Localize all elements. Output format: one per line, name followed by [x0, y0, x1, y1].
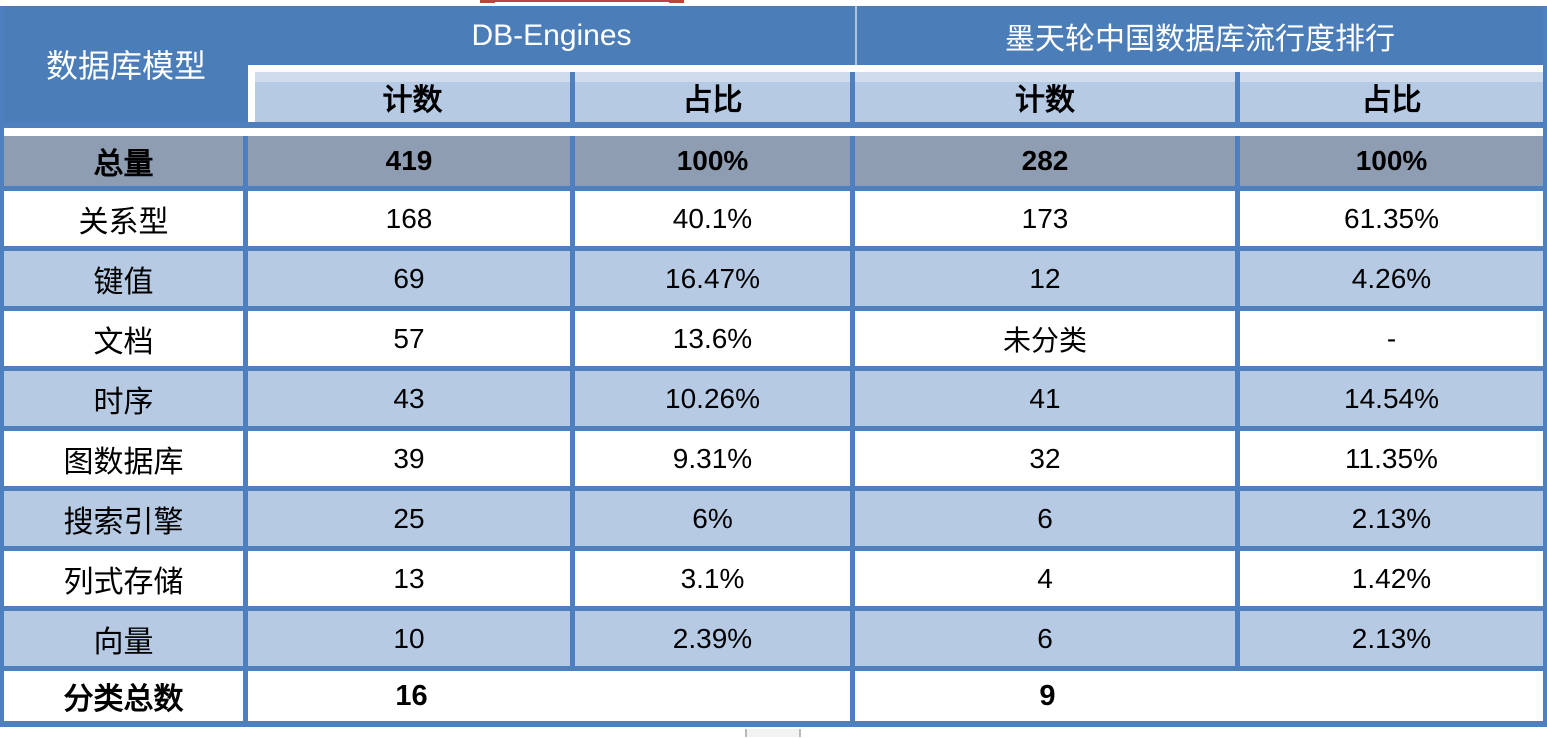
red-artifact-mark: [669, 0, 684, 3]
table-row: 向量 10 2.39% 6 2.13%: [4, 611, 1543, 671]
cell-value: 9.31%: [575, 431, 855, 486]
cell-value: 57: [248, 311, 575, 366]
cell-value: 2.39%: [575, 611, 855, 666]
cell-value: 168: [248, 191, 575, 246]
cell-value: 14.54%: [1344, 382, 1439, 414]
corner-header-cell: 数据库模型: [4, 6, 248, 122]
cell-value: 39: [248, 431, 575, 486]
row-label: 搜索引擎: [4, 491, 248, 546]
cell-value: 61.35%: [1344, 202, 1439, 234]
cell-value: 12: [855, 251, 1240, 306]
table-row: 关系型 168 40.1% 173 61.35%: [4, 191, 1543, 251]
subheader-motianlun-share: 占比: [1240, 72, 1543, 122]
cell-value: 40.1%: [575, 191, 855, 246]
cell-value: 69: [248, 251, 575, 306]
cell-value: 43: [248, 371, 575, 426]
row-label: 分类总数: [4, 671, 248, 721]
table-row: 键值 69 16.47% 12 4.26%: [4, 251, 1543, 311]
group-header-motianlun: 墨天轮中国数据库流行度排行: [855, 6, 1543, 65]
cell-value: 173: [855, 191, 1240, 246]
row-label: 键值: [4, 251, 248, 306]
cell-value: 16.47%: [575, 251, 855, 306]
row-label: 向量: [4, 611, 248, 666]
cell-value: -: [1386, 322, 1397, 354]
red-artifact-mark: [480, 0, 495, 3]
header-gap-strip: [248, 65, 1543, 72]
row-label: 总量: [4, 136, 248, 186]
row-label: 图数据库: [4, 431, 248, 486]
cell-value: 419: [248, 136, 575, 186]
cell-value: 11.35%: [1345, 442, 1438, 474]
cell-value: 282: [855, 136, 1240, 186]
subheader-dbengines-count: 计数: [248, 72, 575, 122]
cell-value: 1.42%: [1351, 562, 1432, 594]
row-label: 时序: [4, 371, 248, 426]
cell-value: 3.1%: [575, 551, 855, 606]
table-row: 图数据库 39 9.31% 32 11.35%: [4, 431, 1543, 491]
cell-value: 100%: [575, 136, 855, 186]
cell-value: 25: [248, 491, 575, 546]
cell-value: 2.13%: [1351, 622, 1432, 654]
cell-value: 13: [248, 551, 575, 606]
table-header: 数据库模型 DB-Engines 墨天轮中国数据库流行度排行 计数 占比 计数 …: [4, 6, 1543, 128]
table-row: 搜索引擎 25 6% 6 2.13%: [4, 491, 1543, 551]
cell-value: 32: [855, 431, 1240, 486]
cell-value: 4: [855, 551, 1240, 606]
table-row-category-totals: 分类总数 16 9: [4, 671, 1543, 721]
footer-merged-cell-motianlun: 9: [855, 671, 1542, 721]
subheader-dbengines-share: 占比: [575, 72, 855, 122]
subheader-motianlun-count: 计数: [855, 72, 1240, 122]
cell-value: 10: [248, 611, 575, 666]
table-row: 列式存储 13 3.1% 4 1.42%: [4, 551, 1543, 611]
cell-value: 6: [855, 611, 1240, 666]
cell-value: 10.26%: [575, 371, 855, 426]
cell-value: 6%: [575, 491, 855, 546]
cell-value: 2.13%: [1351, 502, 1432, 534]
cell-value: 9: [1039, 679, 1056, 712]
row-label: 关系型: [4, 191, 248, 246]
cell-value: 4.26%: [1351, 262, 1432, 294]
cell-value: 41: [855, 371, 1240, 426]
row-label: 文档: [4, 311, 248, 366]
row-label: 列式存储: [4, 551, 248, 606]
table-row: 文档 57 13.6% 未分类 -: [4, 311, 1543, 371]
cell-value: 16: [395, 679, 428, 712]
table-row: 时序 43 10.26% 41 14.54%: [4, 371, 1543, 431]
scrollbar-fragment[interactable]: [745, 729, 801, 737]
spacer-row: [4, 128, 1543, 136]
cell-value: 6: [855, 491, 1240, 546]
cropped-red-text-artifact: [480, 0, 684, 3]
group-header-db-engines: DB-Engines: [248, 6, 855, 65]
cell-value: 100%: [1355, 145, 1428, 176]
database-model-comparison-table: 数据库模型 DB-Engines 墨天轮中国数据库流行度排行 计数 占比 计数 …: [0, 6, 1547, 727]
cell-value: 未分类: [855, 311, 1240, 366]
cell-value: 13.6%: [575, 311, 855, 366]
table-row-total: 总量 419 100% 282 100%: [4, 136, 1543, 191]
footer-merged-cell-db-engines: 16: [248, 671, 855, 721]
